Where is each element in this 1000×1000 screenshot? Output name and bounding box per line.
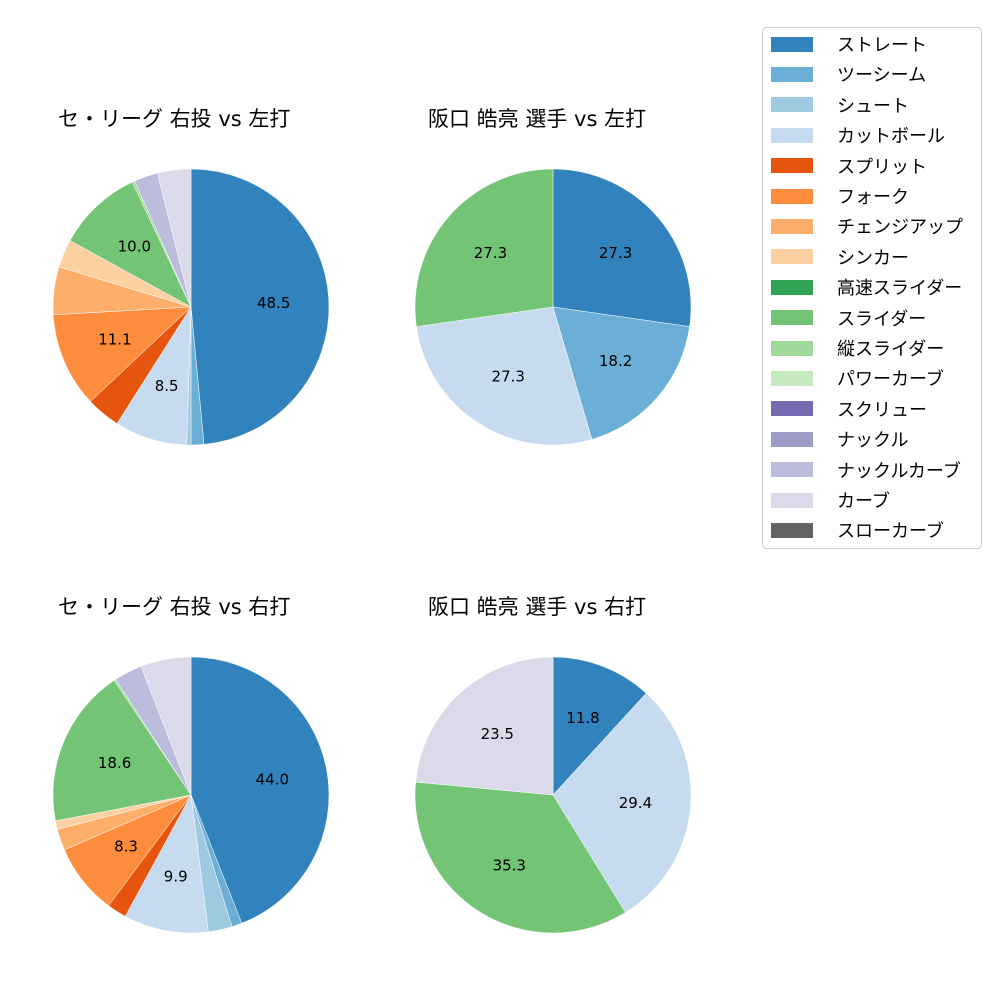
legend-label: スクリュー — [837, 399, 927, 421]
slice-value-label: 44.0 — [256, 770, 289, 788]
legend-label: スプリット — [837, 156, 927, 178]
legend-swatch — [771, 492, 813, 508]
legend-item: スプリット — [771, 151, 927, 181]
chart-title-4: 阪口 皓亮 選手 vs 右打 — [428, 595, 647, 619]
slice-value-label: 8.3 — [114, 837, 138, 855]
legend-item: スクリュー — [771, 394, 927, 424]
legend-item: カットボール — [771, 120, 945, 150]
legend-swatch — [771, 158, 813, 174]
pie-slice — [52, 306, 192, 402]
legend-swatch — [771, 370, 813, 386]
pie-slice — [124, 794, 209, 934]
legend-item: フォーク — [771, 181, 909, 211]
pie-slice — [190, 168, 330, 445]
slice-value-label: 8.5 — [155, 377, 179, 395]
pie-slice — [140, 656, 192, 796]
pie-3: 44.0 9.9 8.3 18.6 — [52, 656, 330, 934]
pie-slice — [414, 781, 626, 934]
legend-item: カーブ — [771, 485, 890, 515]
legend: ストレートツーシームシュートカットボール スプリットフォークチェンジアップ シンカー… — [762, 27, 982, 549]
legend-swatch — [771, 431, 813, 447]
legend-swatch — [771, 66, 813, 82]
chart-title-1: セ・リーグ 右投 vs 左打 — [58, 107, 291, 131]
slice-value-label: 18.2 — [599, 352, 632, 370]
legend-swatch — [771, 522, 813, 538]
legend-label: ストレート — [837, 35, 927, 56]
slice-value-label: 9.9 — [164, 867, 188, 885]
legend-label: スライダー — [837, 308, 927, 330]
legend-swatch — [771, 279, 813, 295]
slice-value-label: 27.3 — [474, 244, 507, 262]
chart-title-2: 阪口 皓亮 選手 vs 左打 — [428, 107, 647, 131]
legend-swatch — [771, 401, 813, 417]
slice-value-label: 48.5 — [257, 294, 290, 312]
legend-label: シュート — [837, 95, 909, 117]
legend-item: ツーシーム — [771, 59, 926, 89]
legend-swatch — [771, 218, 813, 234]
slice-value-label: 18.6 — [98, 754, 131, 772]
legend-label: スローカーブ — [837, 521, 944, 543]
legend-item: シンカー — [771, 242, 909, 272]
legend-label: カットボール — [837, 126, 945, 148]
legend-item: スローカーブ — [771, 515, 944, 545]
legend-label: チェンジアップ — [837, 217, 963, 239]
pie-slice — [415, 656, 554, 796]
legend-label: パワーカーブ — [837, 369, 944, 391]
pie-2: 27.3 18.2 27.3 27.3 — [414, 168, 692, 446]
pie-slice — [552, 168, 692, 327]
legend-swatch — [771, 462, 813, 478]
legend-swatch — [771, 127, 813, 143]
legend-swatch — [771, 310, 813, 326]
legend-label: 高速スライダー — [837, 278, 963, 300]
legend-item: ナックルカーブ — [771, 455, 961, 485]
legend-label: 縦スライダー — [837, 339, 945, 360]
legend-item: 縦スライダー — [771, 333, 944, 363]
legend-label: ナックルカーブ — [837, 460, 961, 482]
pie-slice — [69, 181, 192, 308]
legend-label: フォーク — [837, 187, 909, 208]
slice-value-label: 23.5 — [481, 725, 514, 743]
legend-item: パワーカーブ — [771, 363, 944, 393]
legend-swatch — [771, 36, 813, 52]
slice-value-label: 29.4 — [619, 794, 652, 812]
pie-slice — [190, 656, 330, 924]
pie-1: 48.5 8.5 11.1 10.0 — [52, 168, 330, 446]
legend-label: ツーシーム — [837, 65, 927, 87]
legend-label: シンカー — [837, 247, 909, 269]
pie-slice — [157, 168, 192, 308]
slice-value-label: 27.3 — [492, 368, 525, 386]
pie-slice — [416, 306, 593, 446]
legend-swatch — [771, 340, 813, 356]
pie-slice — [552, 656, 647, 796]
legend-item: 高速スライダー — [771, 272, 962, 302]
legend-item: ストレート — [771, 29, 927, 59]
pie-slice — [414, 168, 554, 327]
slice-value-label: 35.3 — [493, 856, 526, 874]
legend-item: チェンジアップ — [771, 211, 963, 241]
slice-value-label: 11.1 — [98, 331, 131, 349]
pie-4: 11.8 29.4 35.3 23.5 — [414, 656, 692, 934]
pie-slice — [52, 680, 192, 822]
pie-slice — [552, 306, 690, 440]
legend-swatch — [771, 188, 813, 204]
legend-label: カーブ — [837, 491, 890, 512]
legend-item: シュート — [771, 90, 909, 120]
pie-slice — [552, 692, 692, 913]
chart-title-3: セ・リーグ 右投 vs 右打 — [58, 595, 291, 619]
slice-value-label: 27.3 — [599, 244, 632, 262]
legend-item: ナックル — [771, 424, 908, 454]
slice-value-label: 11.8 — [566, 709, 599, 727]
legend-label: ナックル — [837, 430, 909, 452]
legend-item: スライダー — [771, 303, 926, 333]
slice-value-label: 10.0 — [118, 238, 151, 256]
legend-swatch — [771, 249, 813, 265]
legend-swatch — [771, 97, 813, 113]
